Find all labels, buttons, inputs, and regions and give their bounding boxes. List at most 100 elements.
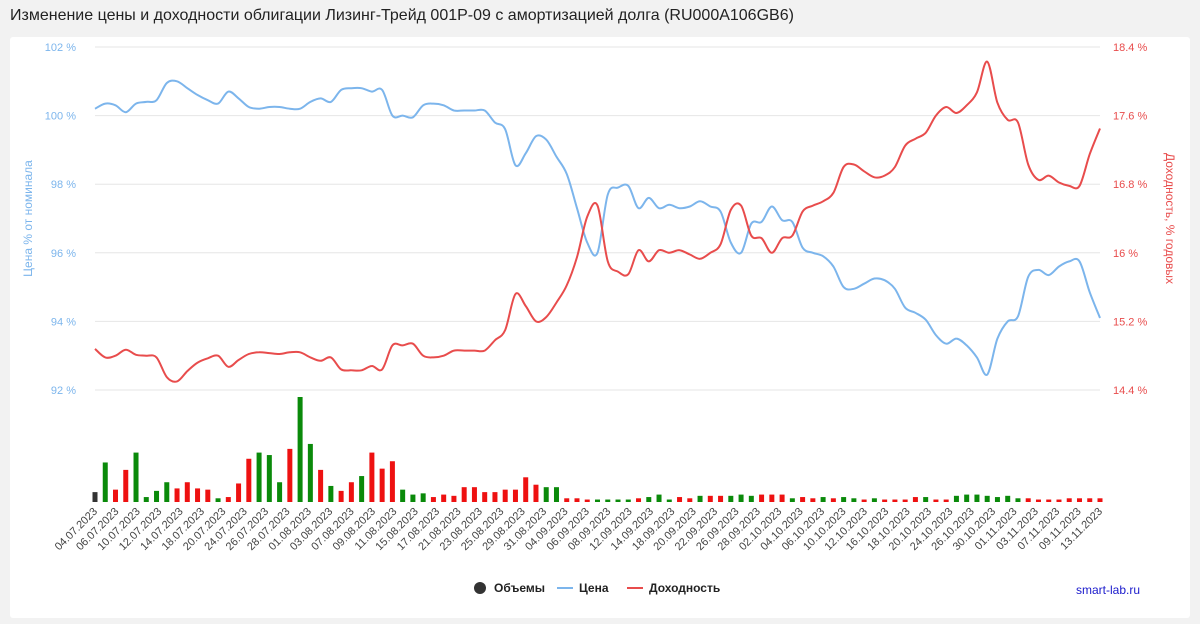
volume-bar bbox=[184, 482, 190, 502]
volume-bar bbox=[912, 497, 918, 502]
y-right-tick-label: 16.8 % bbox=[1113, 179, 1147, 191]
y-right-tick-label: 16 % bbox=[1113, 248, 1138, 260]
volume-bar bbox=[123, 469, 129, 502]
legend-item-label: Доходность bbox=[649, 581, 720, 595]
volume-bar bbox=[759, 494, 765, 502]
volume-bar bbox=[389, 461, 395, 502]
volume-bar bbox=[820, 497, 826, 502]
legend-item-label: Объемы bbox=[494, 581, 545, 595]
volume-bar bbox=[851, 498, 857, 502]
volume-bar bbox=[502, 489, 508, 502]
volume-bar bbox=[1076, 498, 1082, 502]
volume-bar bbox=[584, 499, 590, 502]
volume-bar bbox=[1056, 499, 1062, 502]
volume-bar bbox=[666, 499, 672, 502]
volume-bar bbox=[461, 487, 467, 502]
volume-bar bbox=[379, 468, 385, 502]
credit-label: smart-lab.ru bbox=[1076, 583, 1140, 597]
volume-bar bbox=[677, 497, 683, 502]
volume-bar bbox=[718, 495, 724, 502]
volume-bar bbox=[789, 498, 795, 502]
price-yield-chart: 92 % 94 % 96 % 98 % 100 % 102 % 14.4 % 15.2 % 16… bbox=[21, 42, 1177, 597]
volume-bar bbox=[1087, 498, 1093, 502]
volume-bar bbox=[328, 485, 334, 502]
volume-bar bbox=[307, 443, 313, 502]
volume-bar bbox=[636, 498, 642, 502]
volume-bar bbox=[861, 499, 867, 502]
volume-bar bbox=[246, 458, 252, 502]
volume-bar bbox=[1005, 495, 1011, 502]
volume-bar bbox=[348, 482, 354, 502]
y-left-tick-label: 98 % bbox=[51, 179, 76, 191]
volume-bar bbox=[1035, 499, 1041, 502]
price-line bbox=[94, 79, 1101, 376]
legend-item-label: Цена bbox=[579, 581, 609, 595]
yield-line bbox=[94, 60, 1101, 383]
volume-bar bbox=[830, 498, 836, 502]
y-right-tick-label: 15.2 % bbox=[1113, 316, 1147, 328]
volume-bar bbox=[1015, 498, 1021, 502]
y-right-tick-label: 17.6 % bbox=[1113, 111, 1147, 123]
volume-bar bbox=[297, 397, 303, 502]
y-left-axis-title: Цена % от номинала bbox=[21, 160, 35, 277]
volume-bar bbox=[174, 488, 180, 502]
y-right-tick-label: 14.4 % bbox=[1113, 385, 1147, 397]
volume-bar bbox=[533, 484, 539, 502]
volume-bar bbox=[738, 494, 744, 502]
volume-bar bbox=[810, 498, 816, 502]
volume-bar bbox=[574, 498, 580, 502]
volume-bar bbox=[318, 469, 324, 502]
volume-bar bbox=[1025, 498, 1031, 502]
y-left-tick-label: 102 % bbox=[45, 42, 76, 54]
volume-bar bbox=[195, 488, 201, 502]
volume-bar bbox=[236, 483, 242, 502]
volume-bar bbox=[871, 498, 877, 502]
volume-bar bbox=[92, 492, 98, 502]
volume-bar bbox=[564, 498, 570, 502]
volume-bar bbox=[625, 499, 631, 502]
volume-bar bbox=[400, 489, 406, 502]
y-right-axis-title: Доходность, % годовых bbox=[1163, 153, 1177, 284]
volume-bar bbox=[154, 490, 160, 502]
volume-bar bbox=[687, 498, 693, 502]
volume-bar bbox=[943, 499, 949, 502]
volume-bar bbox=[287, 448, 293, 502]
volume-bar bbox=[225, 497, 231, 502]
volume-bar bbox=[553, 487, 559, 502]
volume-bar bbox=[256, 452, 262, 502]
volume-bar bbox=[728, 495, 734, 502]
volume-bar bbox=[277, 482, 283, 502]
volume-bar bbox=[605, 499, 611, 502]
volume-bar bbox=[1097, 498, 1103, 502]
chart-card: 92 % 94 % 96 % 98 % 100 % 102 % 14.4 % 15.2 % 16… bbox=[10, 37, 1190, 618]
volume-bar bbox=[512, 489, 518, 502]
volume-bar bbox=[974, 494, 980, 502]
volume-bar bbox=[882, 499, 888, 502]
volume-bar bbox=[953, 495, 959, 502]
volume-bar bbox=[841, 497, 847, 502]
volume-bar bbox=[266, 455, 272, 502]
volume-bar bbox=[779, 494, 785, 502]
volume-bar bbox=[748, 495, 754, 502]
volume-bar bbox=[1046, 499, 1052, 502]
volume-bar bbox=[984, 495, 990, 502]
volume-bar bbox=[1066, 498, 1072, 502]
volume-bar bbox=[410, 494, 416, 502]
volume-bar bbox=[359, 476, 365, 502]
volume-bar bbox=[964, 494, 970, 502]
volume-bar bbox=[471, 487, 477, 502]
volume-bar bbox=[902, 499, 908, 502]
volume-bar bbox=[133, 452, 139, 502]
volume-bar bbox=[646, 497, 652, 502]
volume-bar bbox=[369, 452, 375, 502]
volume-bar bbox=[482, 492, 488, 502]
volume-bar bbox=[215, 498, 221, 502]
volume-bar bbox=[769, 494, 775, 502]
volume-bar bbox=[595, 499, 600, 502]
volume-bar bbox=[143, 497, 149, 502]
volume-bar bbox=[656, 494, 662, 502]
chart-title: Изменение цены и доходности облигации Ли… bbox=[10, 7, 794, 24]
volume-bar bbox=[707, 495, 713, 502]
volume-bar bbox=[205, 489, 211, 502]
legend-volume-marker bbox=[474, 582, 486, 594]
